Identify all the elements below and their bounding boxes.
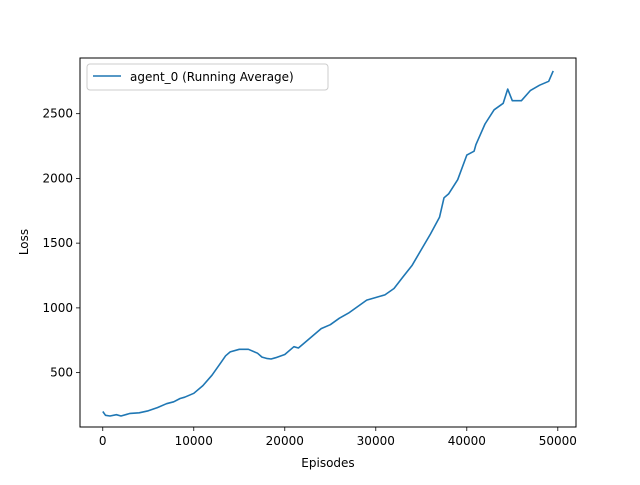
x-tick-label: 40000: [448, 434, 486, 448]
y-axis-ticks: 500 1000 1500 2000 2500: [42, 107, 80, 380]
x-tick-label: 10000: [175, 434, 213, 448]
y-tick-label: 2000: [42, 171, 73, 185]
x-tick-label: 30000: [357, 434, 395, 448]
x-tick-label: 50000: [539, 434, 577, 448]
legend-label-agent-0: agent_0 (Running Average): [130, 70, 294, 84]
axes-frame: [79, 57, 577, 428]
x-axis-label: Episodes: [301, 456, 354, 470]
y-tick-label: 1500: [42, 236, 73, 250]
legend-box: [86, 63, 329, 91]
y-tick-label: 500: [50, 366, 73, 380]
series-line-agent-0: [102, 70, 554, 417]
x-tick-label: 0: [99, 434, 107, 448]
plot-content: [102, 70, 554, 417]
legend: agent_0 (Running Average): [86, 63, 329, 91]
x-tick-label: 20000: [266, 434, 304, 448]
x-axis-ticks: 0 10000 20000 30000 40000 50000: [99, 427, 577, 448]
y-axis-label: Loss: [17, 229, 31, 255]
y-tick-label: 1000: [42, 301, 73, 315]
y-tick-label: 2500: [42, 107, 73, 121]
